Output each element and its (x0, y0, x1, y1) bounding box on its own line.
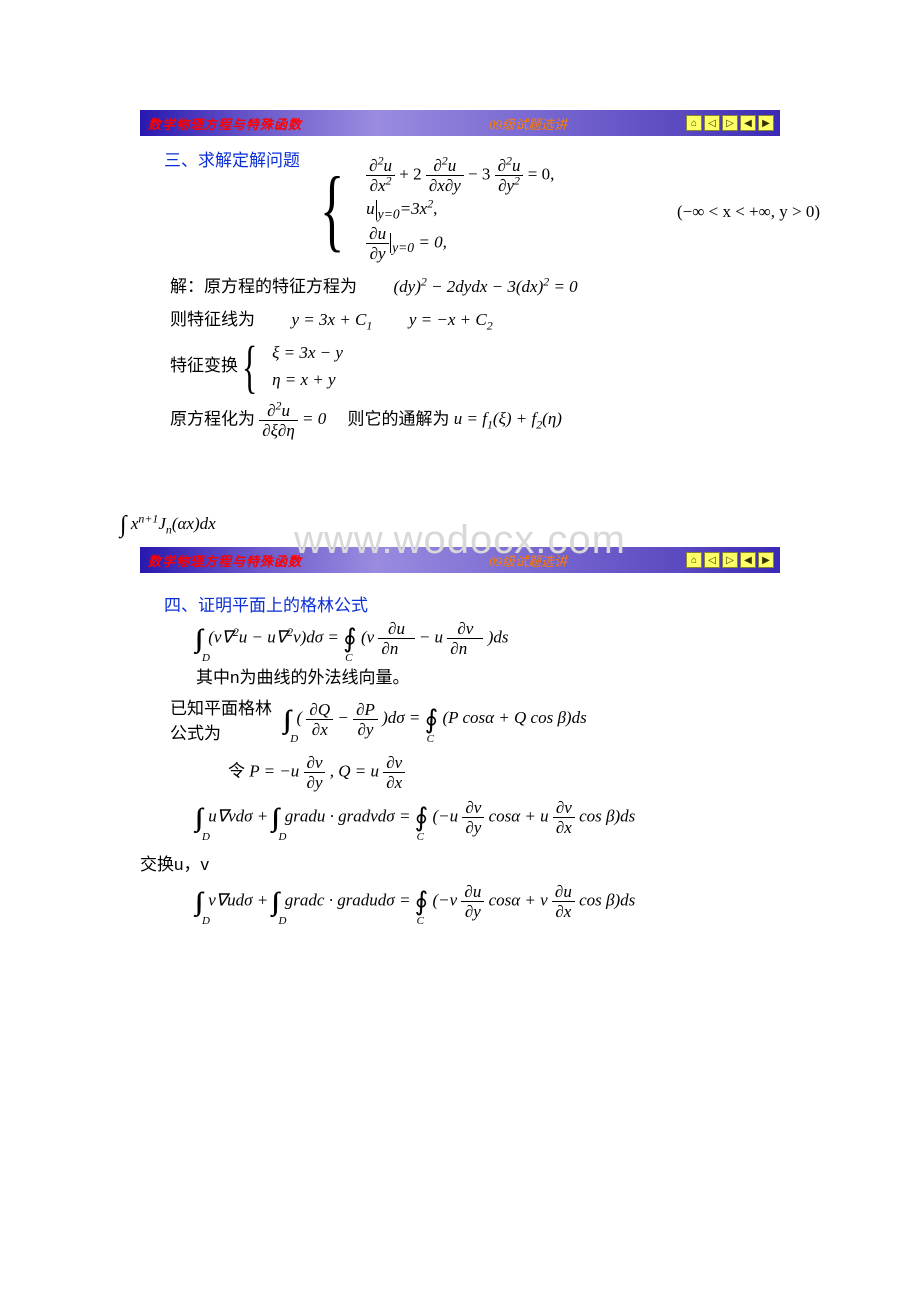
contour-integral-icon: ∮C (425, 702, 439, 737)
slide1-header: 数学物理方程与特殊函数 09级试题选讲 ⌂ ◁ ▷ ◀ ▶ (140, 110, 780, 136)
pde-equation: ∂2u∂x2 + 2 ∂2u∂x∂y − 3 ∂2u∂y2 = 0, (366, 157, 554, 194)
brace-icon: { (242, 342, 257, 391)
known-green: 已知平面格林公式为 ∫∫D ( ∂Q∂x − ∂P∂y )dσ = ∮C (P … (170, 694, 780, 744)
char-substitution: 特征变换 { ξ = 3x − y η = x + y (170, 338, 780, 396)
header-mid-title: 09级试题选讲 (376, 547, 680, 573)
solution-intro: 解：原方程的特征方程为 (dy)2 − 2dydx − 3(dx)2 = 0 (170, 272, 780, 299)
brace-icon: { (320, 168, 344, 251)
nav-home-icon[interactable]: ⌂ (686, 115, 702, 131)
swap-uv: 交换u，v (140, 850, 780, 875)
nav-next-icon[interactable]: ▷ (722, 552, 738, 568)
derived-eq-v: ∫∫D v∇udσ + ∫∫D gradc · gradudσ = ∮C (−v… (196, 883, 780, 920)
nav-prev-icon[interactable]: ◁ (704, 115, 720, 131)
header-left-title: 数学物理方程与特殊函数 (140, 547, 376, 573)
nav-prev-icon[interactable]: ◁ (704, 552, 720, 568)
initial-condition-2: ∂u∂yy=0 = 0, (366, 225, 554, 262)
contour-integral-icon: ∮C (415, 884, 429, 919)
slide2-title: 四、证明平面上的格林公式 (164, 591, 780, 616)
green-identity: ∫∫D (v∇2u − u∇2v)dσ = ∮C (v ∂u∂n⃗ − u ∂v… (196, 620, 780, 657)
pde-domain: (−∞ < x < +∞, y > 0) (677, 201, 820, 224)
normal-note: 其中n为曲线的外法线向量。 (196, 663, 780, 688)
derived-eq-u: ∫∫D u∇vdσ + ∫∫D gradu · gradvdσ = ∮C (−u… (196, 799, 780, 836)
let-PQ: 令 P = −u ∂v∂y , Q = u ∂v∂x (228, 754, 780, 791)
slide2-header: 数学物理方程与特殊函数 09级试题选讲 ⌂ ◁ ▷ ◀ ▶ (140, 547, 780, 573)
nav-last-icon[interactable]: ▶ (758, 552, 774, 568)
nav-next-icon[interactable]: ▷ (722, 115, 738, 131)
nav-first-icon[interactable]: ◀ (740, 552, 756, 568)
bessel-integral: ∫ xn+1Jn(αx)dx (120, 509, 780, 541)
char-lines: 则特征线为 y = 3x + C1 y = −x + C2 (170, 305, 780, 332)
xi-def: ξ = 3x − y (272, 342, 343, 365)
nav-home-icon[interactable]: ⌂ (686, 552, 702, 568)
header-mid-title: 09级试题选讲 (376, 110, 680, 136)
reduced-eq: 原方程化为 ∂2u∂ξ∂η = 0 则它的通解为 u = f1(ξ) + f2(… (170, 402, 780, 439)
pde-system: { ∂2u∂x2 + 2 ∂2u∂x∂y − 3 ∂2u∂y2 = 0, uy=… (320, 157, 780, 262)
header-nav: ⌂ ◁ ▷ ◀ ▶ (680, 547, 780, 573)
page-container: 数学物理方程与特殊函数 09级试题选讲 ⌂ ◁ ▷ ◀ ▶ 三、求解定解问题 {… (0, 0, 920, 984)
header-left-title: 数学物理方程与特殊函数 (140, 110, 376, 136)
eta-def: η = x + y (272, 369, 343, 392)
nav-first-icon[interactable]: ◀ (740, 115, 756, 131)
contour-integral-icon: ∮C (415, 800, 429, 835)
initial-condition-1: uy=0=3x2, (366, 198, 554, 221)
nav-last-icon[interactable]: ▶ (758, 115, 774, 131)
contour-integral-icon: ∮C (343, 621, 357, 656)
header-nav: ⌂ ◁ ▷ ◀ ▶ (680, 110, 780, 136)
